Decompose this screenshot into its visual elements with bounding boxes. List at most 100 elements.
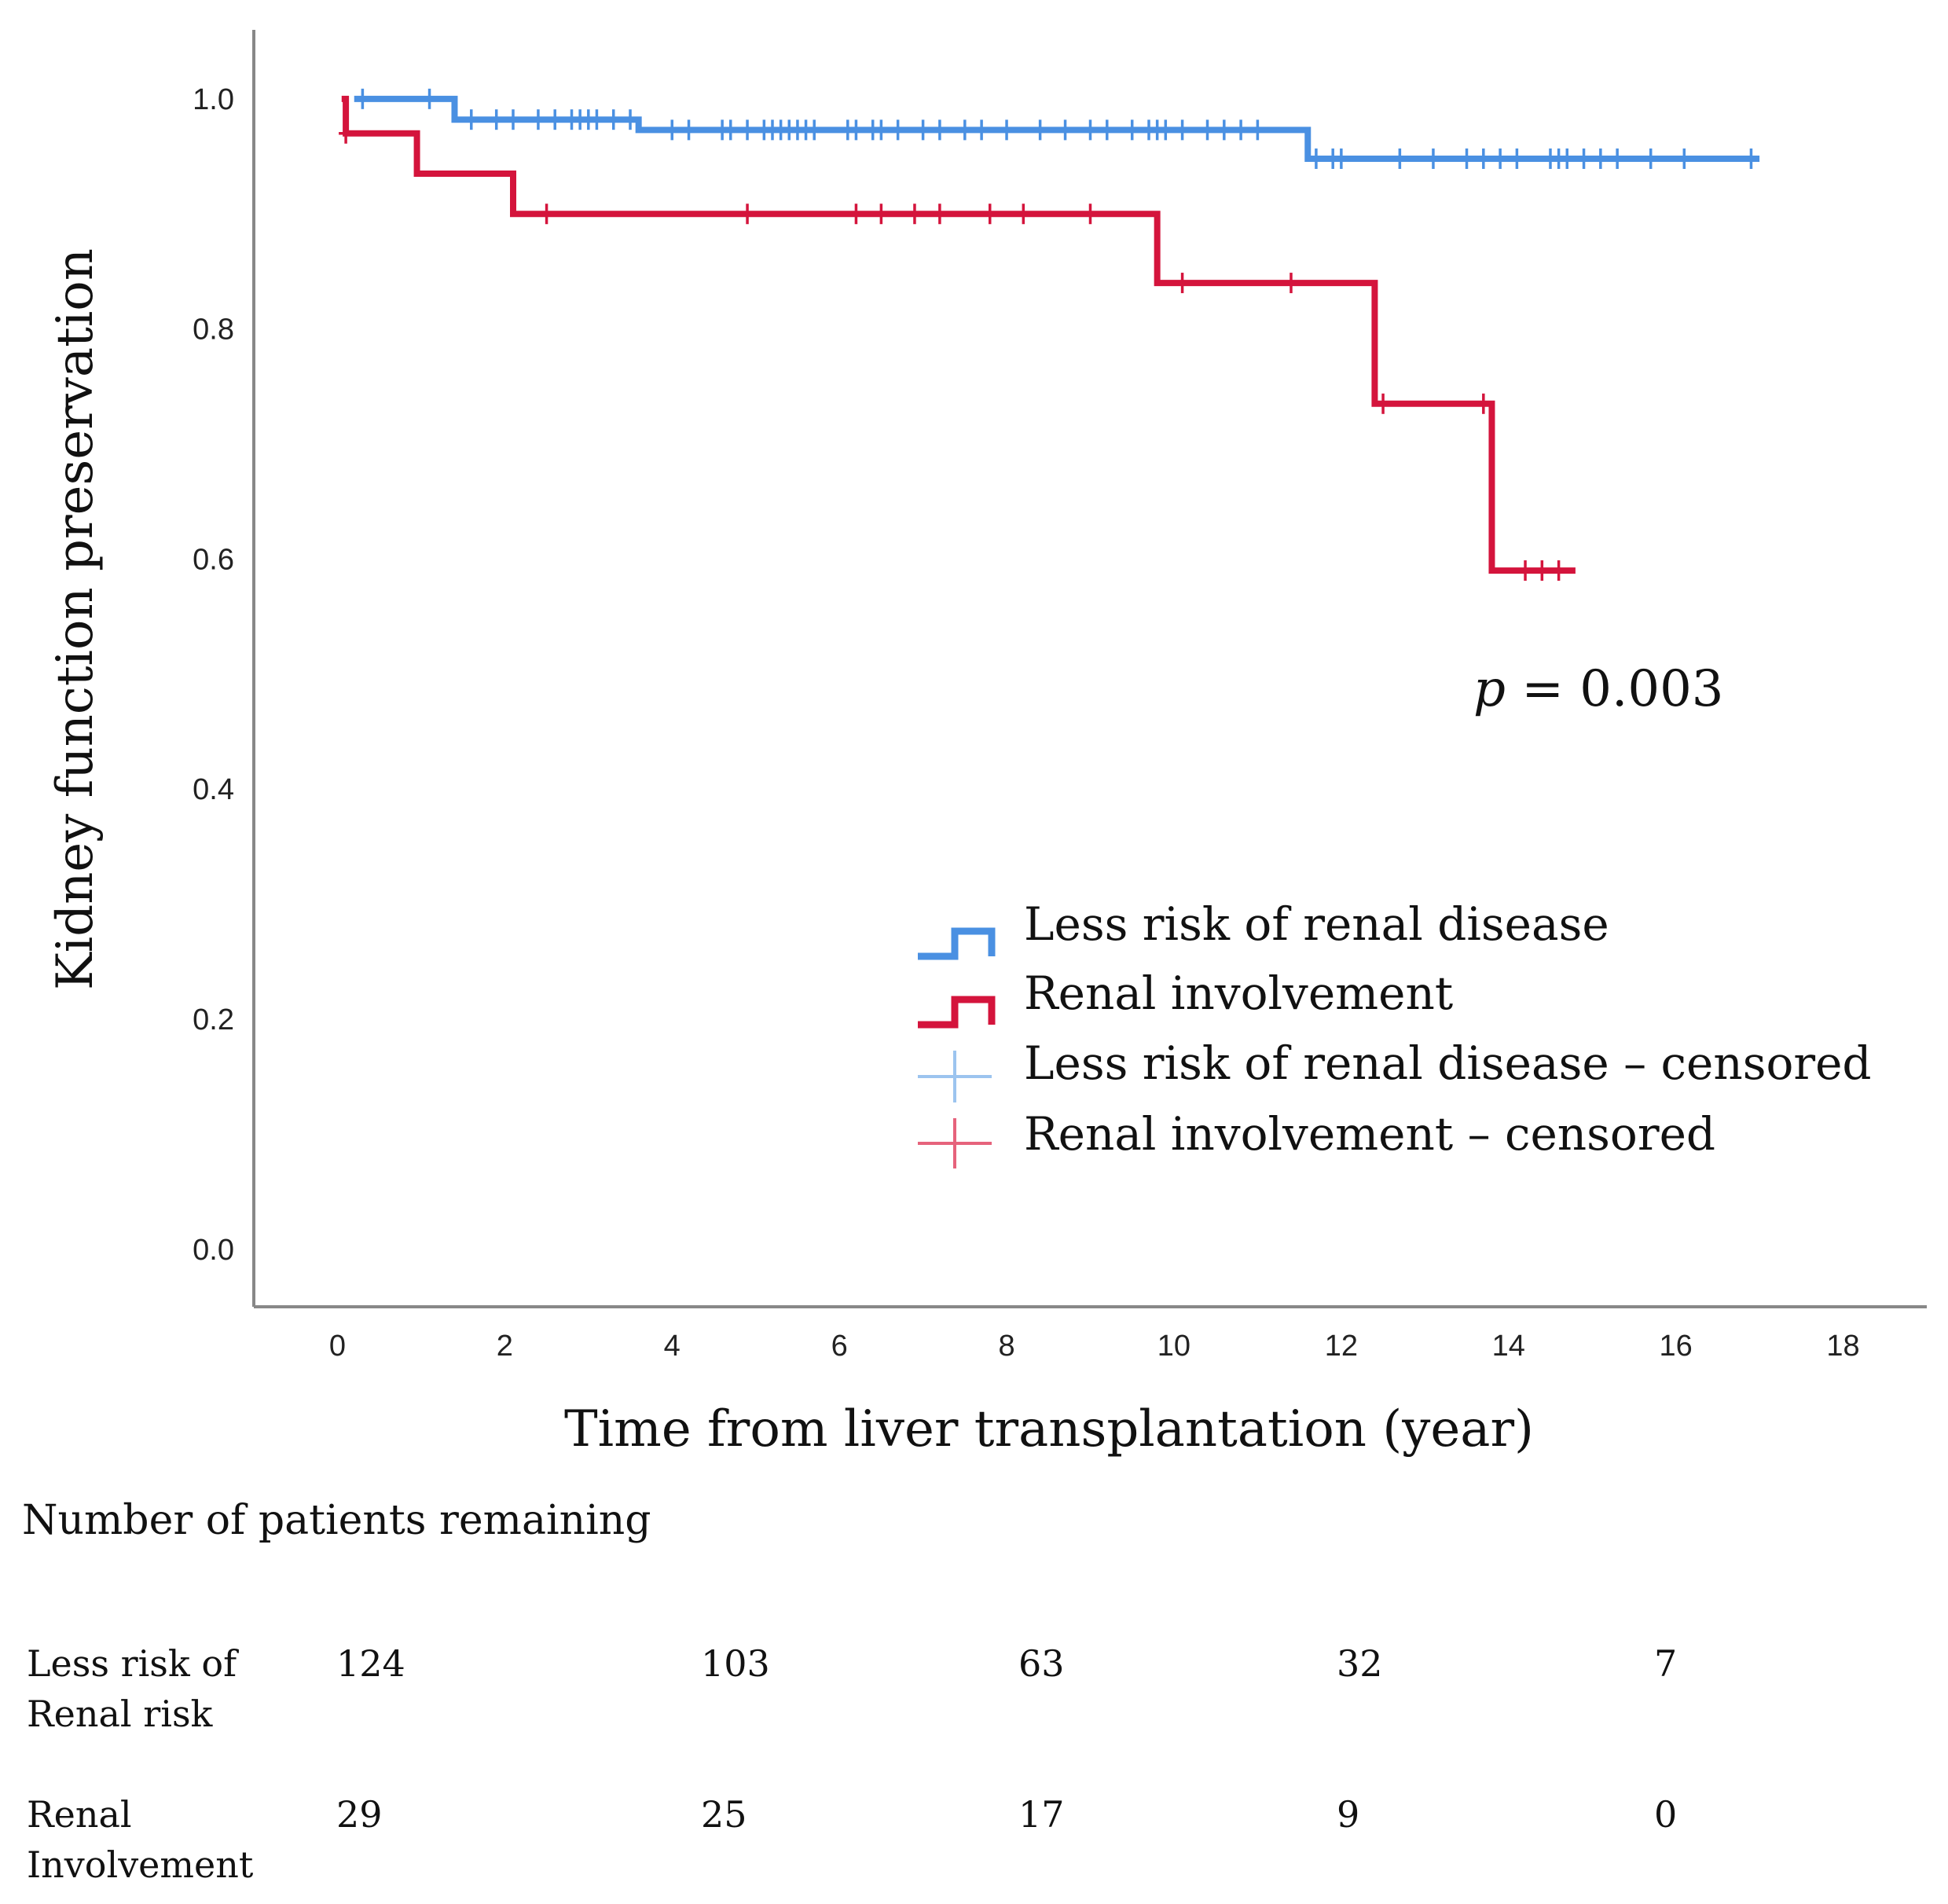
x-tick-label: 14 <box>1492 1330 1525 1363</box>
censor-mark-less-risk <box>915 119 930 141</box>
x-tick-label: 4 <box>664 1330 681 1363</box>
x-axis-title: Time from liver transplantation (year) <box>564 1400 1534 1458</box>
censor-mark-less-risk <box>1744 148 1759 169</box>
p-value-symbol: p <box>1473 660 1506 718</box>
censor-mark-less-risk <box>681 119 696 141</box>
km-step-line-renal-involvement <box>341 95 1576 574</box>
censor-mark-renal-involvement <box>1376 393 1391 414</box>
censor-mark-less-risk <box>1083 119 1098 141</box>
y-tick-label: 0.4 <box>193 773 234 806</box>
censor-mark-less-risk <box>505 109 520 130</box>
x-tick-label: 16 <box>1660 1330 1693 1363</box>
risk-table-title: Number of patients remaining <box>22 1497 651 1544</box>
censor-mark-less-risk <box>1493 148 1508 169</box>
censor-mark-less-risk <box>1308 148 1323 169</box>
censor-mark-renal-involvement <box>874 204 889 225</box>
series-less-risk <box>354 88 1760 169</box>
risk-row-label-line1: Less risk of <box>27 1642 237 1685</box>
censor-mark-renal-involvement <box>932 204 947 225</box>
censor-mark-renal-involvement <box>740 204 755 225</box>
series-renal-involvement <box>339 95 1576 581</box>
censor-mark-less-risk <box>1000 119 1014 141</box>
censor-mark-renal-involvement <box>1535 560 1550 581</box>
risk-row-label-line1: Renal <box>27 1793 132 1836</box>
censor-mark-less-risk <box>1200 119 1215 141</box>
censor-mark-less-risk <box>1334 148 1348 169</box>
risk-cell: 32 <box>1337 1642 1383 1685</box>
censor-mark-renal-involvement <box>1083 204 1098 225</box>
censor-mark-less-risk <box>464 109 479 130</box>
censor-mark-less-risk <box>1216 119 1231 141</box>
legend-label-renal-censored: Renal involvement – censored <box>1024 1107 1715 1161</box>
censor-mark-renal-involvement <box>1518 560 1533 581</box>
y-tick-label: 0.0 <box>193 1234 234 1267</box>
risk-row-label-less-risk: Less risk of Renal risk <box>27 1638 294 1739</box>
censor-mark-less-risk <box>422 88 437 109</box>
y-tick-labels: 0.0 0.2 0.4 0.6 0.8 1.0 <box>193 83 234 1267</box>
risk-row-label-line2: Involvement <box>27 1843 254 1886</box>
censor-mark-renal-involvement <box>1016 204 1031 225</box>
censor-mark-less-risk <box>957 119 972 141</box>
censor-mark-less-risk <box>1033 119 1047 141</box>
censor-mark-less-risk <box>1392 148 1407 169</box>
x-tick-label: 0 <box>329 1330 346 1363</box>
legend-swatch-renal-censored <box>918 1118 992 1168</box>
censor-mark-less-risk <box>849 119 864 141</box>
censor-mark-renal-involvement <box>339 123 354 144</box>
x-tick-label: 12 <box>1325 1330 1358 1363</box>
censor-mark-less-risk <box>1459 148 1474 169</box>
plot-axes <box>252 30 1927 1308</box>
p-value-annotation: p = 0.003 <box>1473 660 1724 718</box>
censor-mark-less-risk <box>1593 148 1608 169</box>
censor-mark-less-risk <box>606 109 621 130</box>
censor-mark-renal-involvement <box>539 204 554 225</box>
censor-mark-less-risk <box>623 109 638 130</box>
censor-mark-less-risk <box>723 119 738 141</box>
censor-mark-less-risk <box>1643 148 1658 169</box>
risk-row-label-renal: Renal Involvement <box>27 1789 294 1890</box>
censor-mark-less-risk <box>1560 148 1575 169</box>
legend-swatch-renal-line <box>918 996 996 1029</box>
censor-mark-less-risk <box>1677 148 1692 169</box>
x-tick-label: 8 <box>998 1330 1014 1363</box>
risk-cell: 103 <box>701 1642 770 1685</box>
censor-mark-less-risk <box>1476 148 1491 169</box>
censor-mark-less-risk <box>740 119 755 141</box>
legend-label-less-risk: Less risk of renal disease <box>1024 897 1609 951</box>
km-step-line-less-risk <box>354 95 1760 162</box>
censor-mark-less-risk <box>489 109 504 130</box>
risk-cell: 17 <box>1018 1793 1065 1836</box>
risk-row-label-line2: Renal risk <box>27 1693 213 1735</box>
censor-mark-renal-involvement <box>1476 393 1491 414</box>
censor-mark-less-risk <box>1158 119 1173 141</box>
censor-mark-less-risk <box>665 119 680 141</box>
risk-cell: 29 <box>336 1793 383 1836</box>
y-tick-label: 0.2 <box>193 1003 234 1036</box>
censor-mark-renal-involvement <box>982 204 997 225</box>
censor-mark-less-risk <box>1250 119 1265 141</box>
legend: Less risk of renal disease Renal involve… <box>918 897 1872 1168</box>
risk-cell: 25 <box>701 1793 747 1836</box>
censor-mark-less-risk <box>355 88 370 109</box>
censor-mark-less-risk <box>1234 119 1249 141</box>
censor-mark-renal-involvement <box>849 204 864 225</box>
censor-mark-less-risk <box>589 109 604 130</box>
censor-mark-less-risk <box>1510 148 1524 169</box>
censor-mark-less-risk <box>548 109 563 130</box>
censor-mark-less-risk <box>1576 148 1591 169</box>
risk-cell: 63 <box>1018 1642 1065 1685</box>
p-value-text: = 0.003 <box>1506 660 1724 718</box>
risk-cell: 7 <box>1654 1642 1678 1685</box>
censor-mark-less-risk <box>1425 148 1440 169</box>
x-tick-labels: 0 2 4 6 8 10 12 14 16 18 <box>329 1330 1860 1363</box>
censor-mark-renal-involvement <box>1551 560 1566 581</box>
x-tick-label: 18 <box>1826 1330 1859 1363</box>
censor-mark-renal-involvement <box>907 204 922 225</box>
x-tick-label: 10 <box>1157 1330 1190 1363</box>
legend-label-less-risk-censored: Less risk of renal disease – censored <box>1024 1036 1872 1090</box>
x-tick-label: 6 <box>831 1330 848 1363</box>
y-tick-label: 0.6 <box>193 543 234 576</box>
y-tick-label: 1.0 <box>193 83 234 116</box>
legend-swatch-less-risk-line <box>918 927 996 960</box>
